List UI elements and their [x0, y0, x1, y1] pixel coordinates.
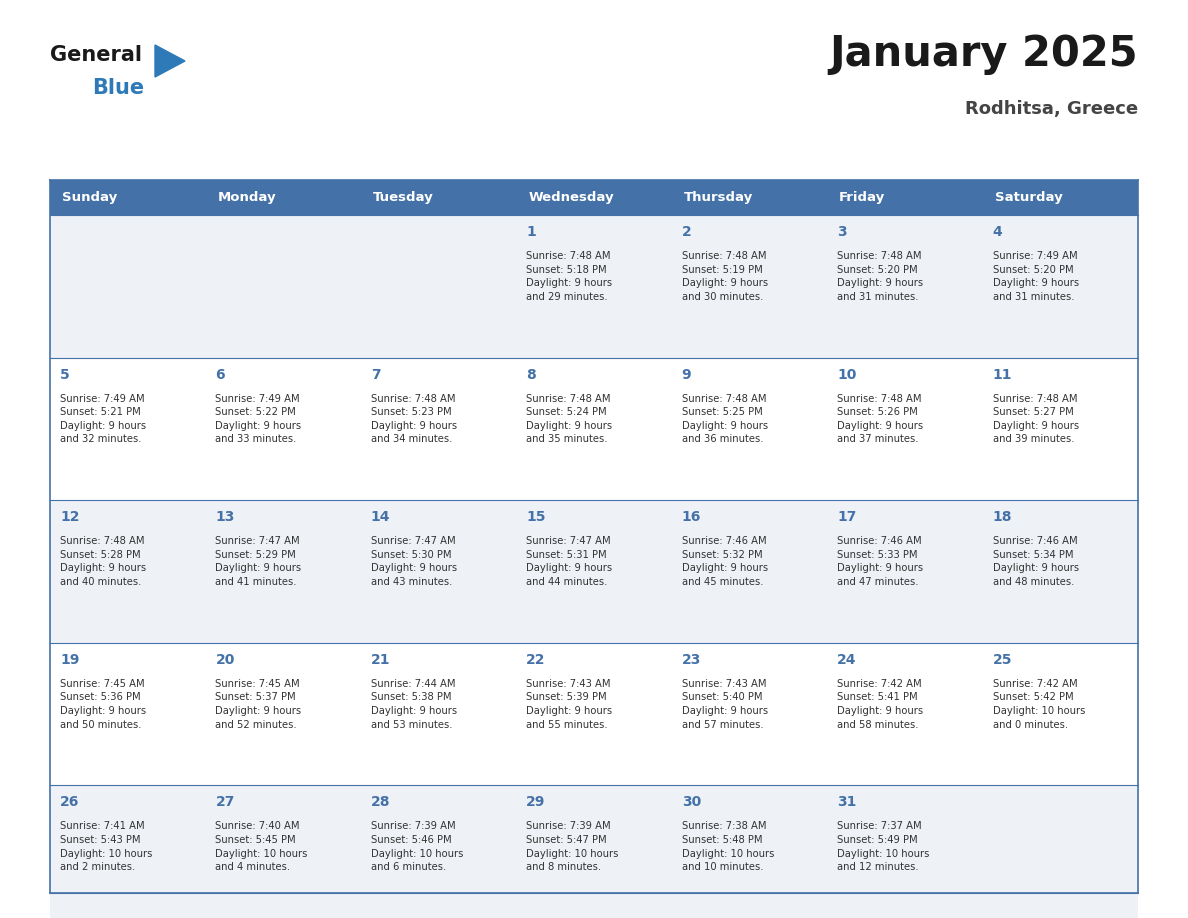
Text: 24: 24	[838, 653, 857, 666]
Text: Tuesday: Tuesday	[373, 191, 434, 204]
Text: 13: 13	[215, 510, 235, 524]
Text: 20: 20	[215, 653, 235, 666]
Text: General: General	[50, 45, 143, 65]
Text: Sunrise: 7:48 AM
Sunset: 5:24 PM
Daylight: 9 hours
and 35 minutes.: Sunrise: 7:48 AM Sunset: 5:24 PM Dayligh…	[526, 394, 612, 444]
Text: Wednesday: Wednesday	[529, 191, 614, 204]
Text: 2: 2	[682, 225, 691, 239]
Text: 6: 6	[215, 367, 225, 382]
Text: Sunrise: 7:48 AM
Sunset: 5:28 PM
Daylight: 9 hours
and 40 minutes.: Sunrise: 7:48 AM Sunset: 5:28 PM Dayligh…	[61, 536, 146, 587]
Text: Rodhitsa, Greece: Rodhitsa, Greece	[965, 100, 1138, 118]
Text: 23: 23	[682, 653, 701, 666]
Text: Sunrise: 7:48 AM
Sunset: 5:18 PM
Daylight: 9 hours
and 29 minutes.: Sunrise: 7:48 AM Sunset: 5:18 PM Dayligh…	[526, 251, 612, 302]
Text: 3: 3	[838, 225, 847, 239]
Text: 12: 12	[61, 510, 80, 524]
Bar	[50, 786, 1138, 918]
Text: 4: 4	[992, 225, 1003, 239]
Text: 8: 8	[526, 367, 536, 382]
Text: Sunrise: 7:45 AM
Sunset: 5:36 PM
Daylight: 9 hours
and 50 minutes.: Sunrise: 7:45 AM Sunset: 5:36 PM Dayligh…	[61, 678, 146, 730]
Text: Sunrise: 7:45 AM
Sunset: 5:37 PM
Daylight: 9 hours
and 52 minutes.: Sunrise: 7:45 AM Sunset: 5:37 PM Dayligh…	[215, 678, 302, 730]
Text: Sunrise: 7:42 AM
Sunset: 5:41 PM
Daylight: 9 hours
and 58 minutes.: Sunrise: 7:42 AM Sunset: 5:41 PM Dayligh…	[838, 678, 923, 730]
Text: 21: 21	[371, 653, 391, 666]
Text: 14: 14	[371, 510, 391, 524]
Text: Saturday: Saturday	[994, 191, 1062, 204]
Text: 30: 30	[682, 795, 701, 810]
Text: 22: 22	[526, 653, 545, 666]
Text: 15: 15	[526, 510, 545, 524]
Text: Sunrise: 7:48 AM
Sunset: 5:20 PM
Daylight: 9 hours
and 31 minutes.: Sunrise: 7:48 AM Sunset: 5:20 PM Dayligh…	[838, 251, 923, 302]
Text: Sunrise: 7:39 AM
Sunset: 5:47 PM
Daylight: 10 hours
and 8 minutes.: Sunrise: 7:39 AM Sunset: 5:47 PM Dayligh…	[526, 822, 619, 872]
Text: Sunrise: 7:46 AM
Sunset: 5:33 PM
Daylight: 9 hours
and 47 minutes.: Sunrise: 7:46 AM Sunset: 5:33 PM Dayligh…	[838, 536, 923, 587]
Text: Sunrise: 7:44 AM
Sunset: 5:38 PM
Daylight: 9 hours
and 53 minutes.: Sunrise: 7:44 AM Sunset: 5:38 PM Dayligh…	[371, 678, 457, 730]
Text: 1: 1	[526, 225, 536, 239]
Text: Sunrise: 7:47 AM
Sunset: 5:29 PM
Daylight: 9 hours
and 41 minutes.: Sunrise: 7:47 AM Sunset: 5:29 PM Dayligh…	[215, 536, 302, 587]
Text: Sunrise: 7:41 AM
Sunset: 5:43 PM
Daylight: 10 hours
and 2 minutes.: Sunrise: 7:41 AM Sunset: 5:43 PM Dayligh…	[61, 822, 152, 872]
Text: Sunrise: 7:47 AM
Sunset: 5:31 PM
Daylight: 9 hours
and 44 minutes.: Sunrise: 7:47 AM Sunset: 5:31 PM Dayligh…	[526, 536, 612, 587]
Text: 18: 18	[992, 510, 1012, 524]
Text: 19: 19	[61, 653, 80, 666]
Bar	[50, 180, 1138, 215]
Bar	[50, 643, 1138, 786]
Text: Sunrise: 7:48 AM
Sunset: 5:25 PM
Daylight: 9 hours
and 36 minutes.: Sunrise: 7:48 AM Sunset: 5:25 PM Dayligh…	[682, 394, 767, 444]
Text: 29: 29	[526, 795, 545, 810]
Text: 10: 10	[838, 367, 857, 382]
Text: Sunday: Sunday	[62, 191, 118, 204]
Text: Sunrise: 7:43 AM
Sunset: 5:39 PM
Daylight: 9 hours
and 55 minutes.: Sunrise: 7:43 AM Sunset: 5:39 PM Dayligh…	[526, 678, 612, 730]
Text: Thursday: Thursday	[684, 191, 753, 204]
Text: 7: 7	[371, 367, 380, 382]
Text: Sunrise: 7:47 AM
Sunset: 5:30 PM
Daylight: 9 hours
and 43 minutes.: Sunrise: 7:47 AM Sunset: 5:30 PM Dayligh…	[371, 536, 457, 587]
Text: Sunrise: 7:48 AM
Sunset: 5:26 PM
Daylight: 9 hours
and 37 minutes.: Sunrise: 7:48 AM Sunset: 5:26 PM Dayligh…	[838, 394, 923, 444]
Text: January 2025: January 2025	[829, 33, 1138, 75]
Bar	[50, 500, 1138, 643]
Text: 17: 17	[838, 510, 857, 524]
Text: Monday: Monday	[217, 191, 276, 204]
Text: 26: 26	[61, 795, 80, 810]
Text: Sunrise: 7:46 AM
Sunset: 5:32 PM
Daylight: 9 hours
and 45 minutes.: Sunrise: 7:46 AM Sunset: 5:32 PM Dayligh…	[682, 536, 767, 587]
Text: 9: 9	[682, 367, 691, 382]
Text: Blue: Blue	[91, 78, 144, 98]
Text: Sunrise: 7:42 AM
Sunset: 5:42 PM
Daylight: 10 hours
and 0 minutes.: Sunrise: 7:42 AM Sunset: 5:42 PM Dayligh…	[992, 678, 1085, 730]
Text: Sunrise: 7:40 AM
Sunset: 5:45 PM
Daylight: 10 hours
and 4 minutes.: Sunrise: 7:40 AM Sunset: 5:45 PM Dayligh…	[215, 822, 308, 872]
Text: Sunrise: 7:37 AM
Sunset: 5:49 PM
Daylight: 10 hours
and 12 minutes.: Sunrise: 7:37 AM Sunset: 5:49 PM Dayligh…	[838, 822, 929, 872]
Text: 31: 31	[838, 795, 857, 810]
Text: Sunrise: 7:49 AM
Sunset: 5:21 PM
Daylight: 9 hours
and 32 minutes.: Sunrise: 7:49 AM Sunset: 5:21 PM Dayligh…	[61, 394, 146, 444]
Text: Sunrise: 7:48 AM
Sunset: 5:19 PM
Daylight: 9 hours
and 30 minutes.: Sunrise: 7:48 AM Sunset: 5:19 PM Dayligh…	[682, 251, 767, 302]
Text: Sunrise: 7:48 AM
Sunset: 5:23 PM
Daylight: 9 hours
and 34 minutes.: Sunrise: 7:48 AM Sunset: 5:23 PM Dayligh…	[371, 394, 457, 444]
Text: 16: 16	[682, 510, 701, 524]
Text: Sunrise: 7:49 AM
Sunset: 5:20 PM
Daylight: 9 hours
and 31 minutes.: Sunrise: 7:49 AM Sunset: 5:20 PM Dayligh…	[992, 251, 1079, 302]
Bar	[50, 358, 1138, 500]
Text: Sunrise: 7:43 AM
Sunset: 5:40 PM
Daylight: 9 hours
and 57 minutes.: Sunrise: 7:43 AM Sunset: 5:40 PM Dayligh…	[682, 678, 767, 730]
Bar	[50, 215, 1138, 358]
Text: 5: 5	[61, 367, 70, 382]
Text: 28: 28	[371, 795, 391, 810]
Polygon shape	[154, 45, 185, 77]
Text: 11: 11	[992, 367, 1012, 382]
Text: Friday: Friday	[839, 191, 885, 204]
Text: Sunrise: 7:46 AM
Sunset: 5:34 PM
Daylight: 9 hours
and 48 minutes.: Sunrise: 7:46 AM Sunset: 5:34 PM Dayligh…	[992, 536, 1079, 587]
Text: Sunrise: 7:39 AM
Sunset: 5:46 PM
Daylight: 10 hours
and 6 minutes.: Sunrise: 7:39 AM Sunset: 5:46 PM Dayligh…	[371, 822, 463, 872]
Text: Sunrise: 7:49 AM
Sunset: 5:22 PM
Daylight: 9 hours
and 33 minutes.: Sunrise: 7:49 AM Sunset: 5:22 PM Dayligh…	[215, 394, 302, 444]
Text: 25: 25	[992, 653, 1012, 666]
Text: Sunrise: 7:38 AM
Sunset: 5:48 PM
Daylight: 10 hours
and 10 minutes.: Sunrise: 7:38 AM Sunset: 5:48 PM Dayligh…	[682, 822, 775, 872]
Text: 27: 27	[215, 795, 235, 810]
Text: Sunrise: 7:48 AM
Sunset: 5:27 PM
Daylight: 9 hours
and 39 minutes.: Sunrise: 7:48 AM Sunset: 5:27 PM Dayligh…	[992, 394, 1079, 444]
